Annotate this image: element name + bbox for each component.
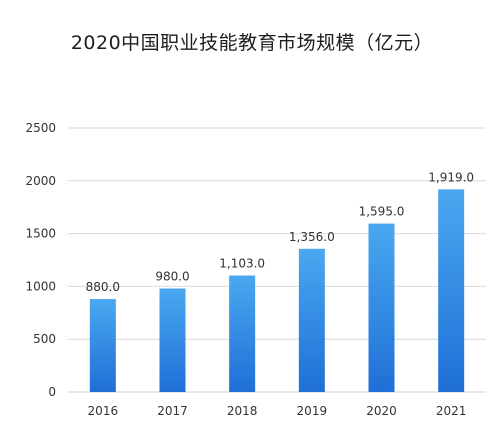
bar-2016 xyxy=(89,299,116,392)
bar-2019 xyxy=(298,248,325,392)
bars xyxy=(89,189,465,392)
x-tick-label-2016: 2016 xyxy=(88,404,119,418)
y-tick-label: 500 xyxy=(33,332,56,346)
y-tick-label: 1000 xyxy=(25,279,56,293)
y-tick-label: 2500 xyxy=(25,121,56,135)
data-label-2017: 980.0 xyxy=(155,270,189,284)
x-tick-label-2021: 2021 xyxy=(436,404,467,418)
x-tick-label-2017: 2017 xyxy=(157,404,188,418)
data-label-2018: 1,103.0 xyxy=(219,257,265,271)
bar-2020 xyxy=(368,223,395,392)
gridlines xyxy=(68,127,486,393)
data-label-2021: 1,919.0 xyxy=(428,170,474,184)
bar-2018 xyxy=(229,275,256,392)
x-tick-label-2019: 2019 xyxy=(297,404,328,418)
chart-title: 2020中国职业技能教育市场规模（亿元） xyxy=(70,32,434,54)
data-label-2016: 880.0 xyxy=(86,280,120,294)
bar-2017 xyxy=(159,288,186,392)
data-label-2020: 1,595.0 xyxy=(359,205,405,219)
labels: 0 500 1000 1500 2000 2500 880.0 2016 980.0 2017 1,… xyxy=(25,121,474,418)
data-label-2019: 1,356.0 xyxy=(289,230,335,244)
x-tick-label-2018: 2018 xyxy=(227,404,258,418)
bar-2021 xyxy=(438,189,465,392)
x-tick-label-2020: 2020 xyxy=(366,404,397,418)
y-tick-label: 1500 xyxy=(25,227,56,241)
y-tick-label: 2000 xyxy=(25,174,56,188)
y-tick-label: 0 xyxy=(48,385,56,399)
